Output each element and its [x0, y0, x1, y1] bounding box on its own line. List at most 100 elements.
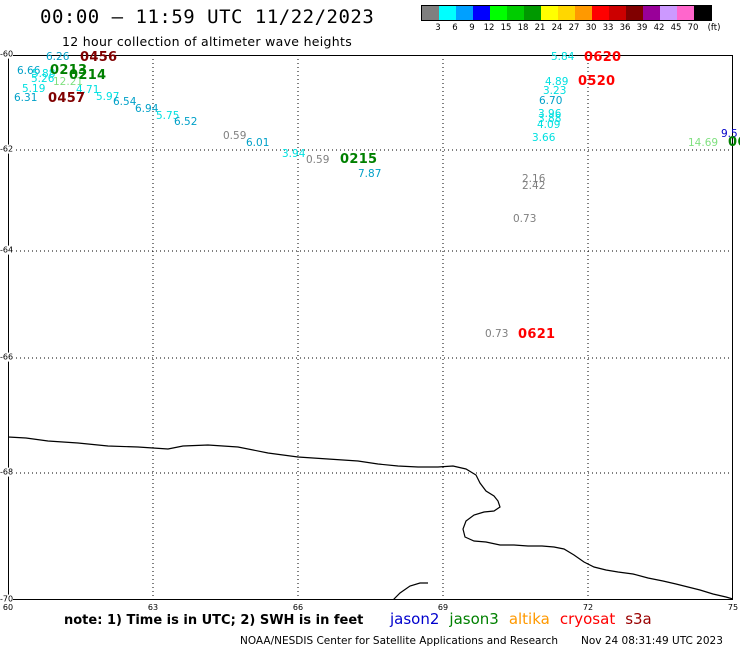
- pass-time-label: 0621: [518, 327, 556, 342]
- latitude-label: -66: [0, 352, 14, 362]
- pass-time-label: 0456: [80, 50, 118, 65]
- legend-label: 12: [483, 23, 495, 33]
- antarctic-coastline-west: [392, 582, 428, 600]
- legend-label: 45: [670, 23, 682, 33]
- legend-swatch: [524, 6, 541, 20]
- wave-height-value: 0.73: [513, 213, 537, 225]
- legend-label: 27: [568, 23, 580, 33]
- longitude-label: 75: [727, 603, 739, 612]
- footer-note: note: 1) Time is in UTC; 2) SWH is in fe…: [64, 613, 364, 628]
- legend-label: 70: [687, 23, 699, 33]
- legend-swatch: [592, 6, 609, 20]
- legend-labels: 3 6 9 12 15 18 21 24 27 30 33 36 39 42 45 70 (ft): [421, 21, 720, 35]
- legend-swatch: [575, 6, 592, 20]
- pass-time-label: 0213: [50, 63, 88, 78]
- legend-label: 9: [469, 23, 475, 33]
- legend-swatch: [473, 6, 490, 20]
- longitude-label: 66: [292, 603, 304, 612]
- wave-height-value: 6.52: [174, 116, 198, 128]
- credit-text: NOAA/NESDIS Center for Satellite Applica…: [240, 635, 558, 647]
- pass-time-label: 0620: [584, 50, 622, 65]
- legend-swatches: [421, 5, 712, 21]
- wave-height-value: 4.71: [76, 84, 100, 96]
- legend-label: 33: [602, 23, 614, 33]
- wave-height-value: 3.23: [543, 85, 567, 97]
- longitude-label: 72: [582, 603, 594, 612]
- wave-height-value: 6.01: [246, 137, 270, 149]
- longitude-label: 63: [147, 603, 159, 612]
- latitude-label: -64: [0, 245, 14, 255]
- graticule: [8, 55, 733, 600]
- satellite-altika: altika: [508, 610, 550, 628]
- wave-height-value: 6.94: [135, 103, 159, 115]
- legend-swatch: [609, 6, 626, 20]
- wave-height-value: 6.31: [14, 92, 38, 104]
- wave-height-value: 2.42: [522, 180, 546, 192]
- satellite-s3a: s3a: [625, 610, 652, 628]
- legend-swatch: [660, 6, 677, 20]
- legend-unit: (ft): [707, 23, 721, 33]
- legend-label: 39: [636, 23, 648, 33]
- legend-swatch: [558, 6, 575, 20]
- legend-label: 21: [534, 23, 546, 33]
- pass-time-label: 0215: [340, 152, 378, 167]
- legend-label: 18: [517, 23, 529, 33]
- antarctic-coastline: [8, 436, 733, 600]
- wave-height-value: 3.94: [282, 148, 306, 160]
- wave-height-value: 0.73: [485, 328, 509, 340]
- satellite-key: jason2 jason3 altika cryosat s3a: [390, 610, 652, 628]
- wave-height-value: 5.88: [32, 68, 56, 80]
- legend-label: 30: [585, 23, 597, 33]
- wave-height-value: 6.54: [113, 96, 137, 108]
- longitude-label: 60: [2, 603, 14, 612]
- wave-height-value: 6.70: [539, 95, 563, 107]
- legend-label: 36: [619, 23, 631, 33]
- wave-height-value: 3.96: [538, 108, 562, 120]
- wave-height-value: 4.89: [545, 76, 569, 88]
- generated-timestamp: Nov 24 08:31:49 UTC 2023: [581, 635, 723, 647]
- satellite-jason2: jason2: [390, 610, 440, 628]
- pass-time-label: 0520: [578, 74, 616, 89]
- map-frame: [8, 55, 733, 600]
- wave-height-value: 7.87: [358, 168, 382, 180]
- legend-swatch: [643, 6, 660, 20]
- wave-height-value: 14.69: [688, 137, 719, 149]
- satellite-cryosat: cryosat: [559, 610, 616, 628]
- legend-swatch: [456, 6, 473, 20]
- latitude-label: -70: [0, 594, 14, 604]
- legend-label: 24: [551, 23, 563, 33]
- wave-height-value: 5.26: [31, 73, 55, 85]
- legend-swatch: [541, 6, 558, 20]
- pass-time-label: 06: [728, 135, 740, 150]
- map-subtitle: 12 hour collection of altimeter wave hei…: [62, 34, 353, 49]
- color-legend: 3 6 9 12 15 18 21 24 27 30 33 36 39 42 45 70 (ft): [421, 5, 720, 35]
- pass-time-label: 0214: [69, 68, 107, 83]
- legend-swatch: [677, 6, 694, 20]
- legend-swatch: [422, 6, 439, 20]
- map-title: 00:00 – 11:59 UTC 11/22/2023: [40, 6, 375, 28]
- legend-swatch: [507, 6, 524, 20]
- longitude-label: 69: [437, 603, 449, 612]
- legend-label: 6: [452, 23, 458, 33]
- wave-height-value: 4.09: [537, 119, 561, 131]
- legend-swatch: [694, 6, 711, 20]
- legend-swatch: [490, 6, 507, 20]
- latitude-label: -68: [0, 467, 14, 477]
- wave-height-value: 6.26: [46, 51, 70, 63]
- map-canvas: [8, 55, 733, 600]
- satellite-jason3: jason3: [449, 610, 499, 628]
- latitude-label: -62: [0, 144, 14, 154]
- wave-height-value: 5.84: [551, 51, 575, 63]
- wave-height-value: 9.5: [721, 128, 738, 140]
- legend-swatch: [439, 6, 456, 20]
- wave-height-value: 3.88: [538, 113, 562, 125]
- pass-time-label: 0457: [48, 91, 86, 106]
- wave-height-value: 5.19: [22, 83, 46, 95]
- wave-height-value: 12.21: [53, 76, 84, 88]
- wave-height-value: 0.59: [223, 130, 247, 142]
- latitude-label: -60: [0, 49, 14, 59]
- wave-height-value: 0.59: [306, 154, 330, 166]
- wave-height-value: 5.97: [96, 91, 120, 103]
- wave-height-value: 6.66: [17, 65, 41, 77]
- legend-label: 15: [500, 23, 512, 33]
